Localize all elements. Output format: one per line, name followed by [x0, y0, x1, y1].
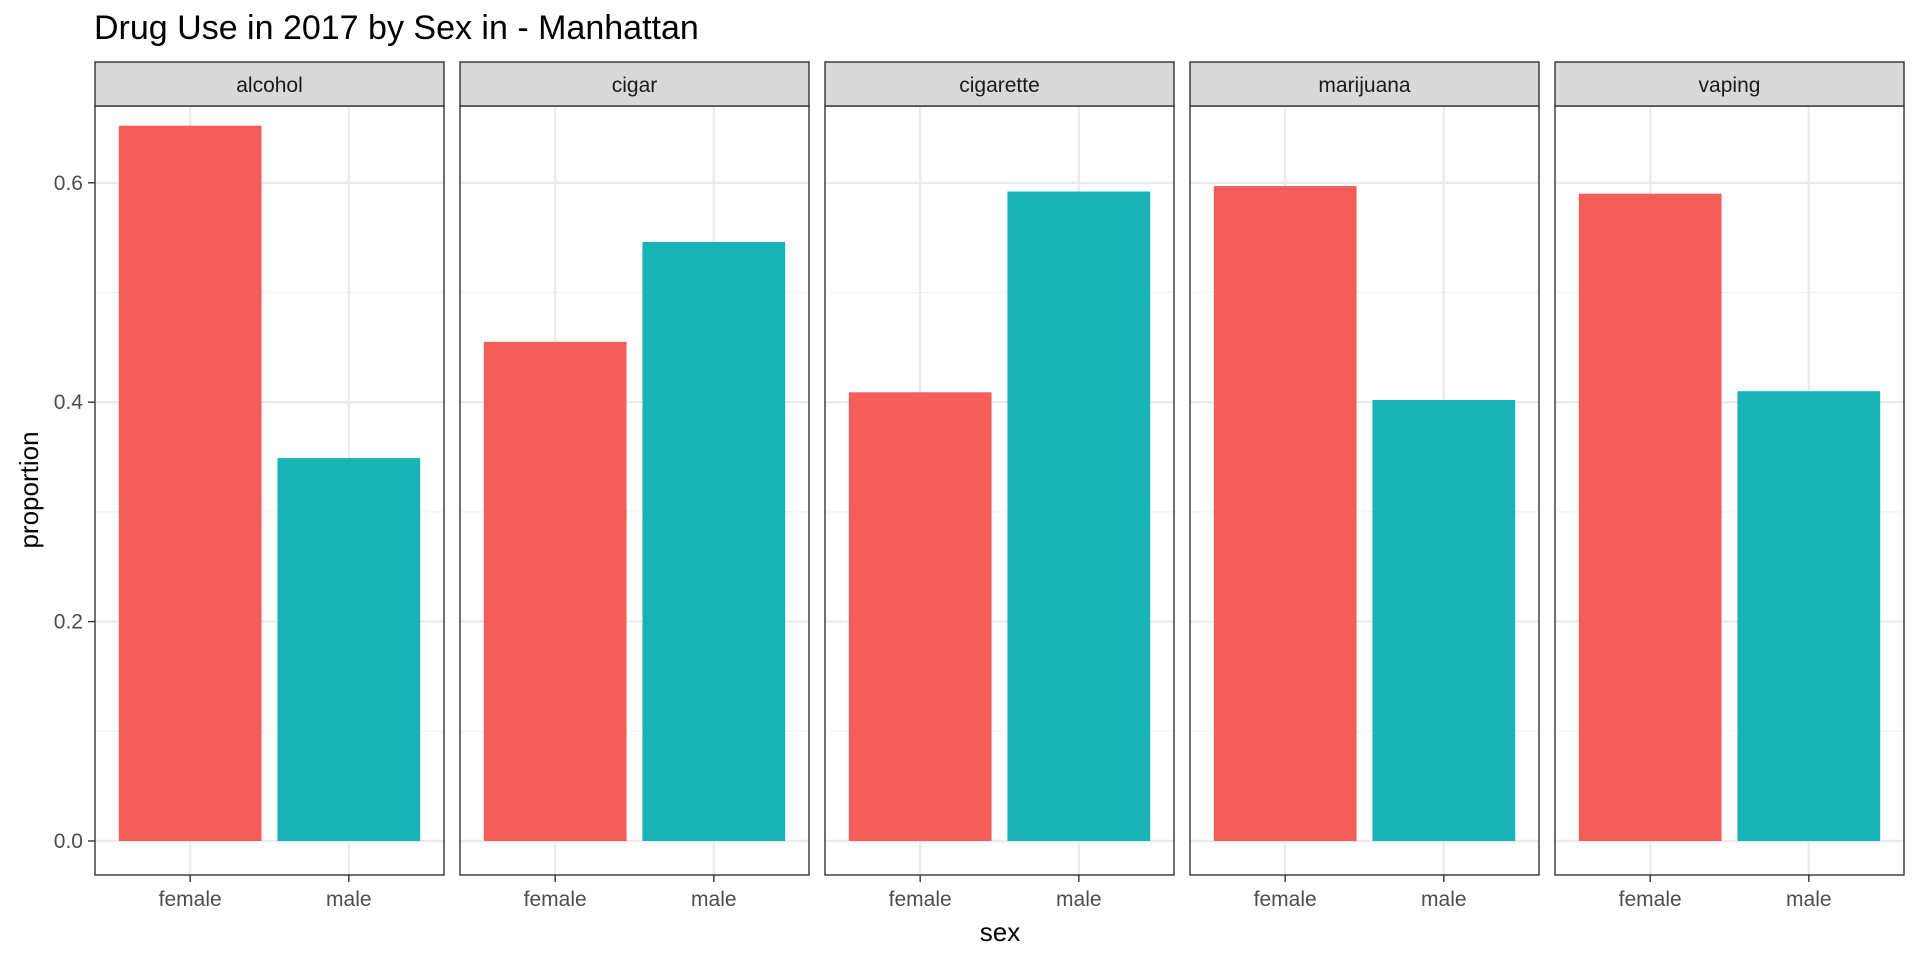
x-tick-label: male [691, 888, 737, 911]
bar-cigar-male [642, 242, 786, 842]
bar-cigarette-female [848, 392, 992, 841]
x-tick-label: male [1421, 888, 1467, 911]
y-tick-label: 0.0 [54, 830, 83, 853]
x-tick-label: male [326, 888, 372, 911]
x-tick-label: male [1786, 888, 1832, 911]
y-axis: 0.0 0.2 0.4 0.6 [54, 172, 95, 853]
facet-strip [1554, 61, 1905, 107]
y-tick-label: 0.4 [54, 391, 84, 414]
y-tick-label: 0.2 [54, 611, 83, 634]
facet-panel-cigarette: cigarette female male [824, 61, 1175, 911]
chart-title: Drug Use in 2017 by Sex in - Manhattan [94, 9, 699, 47]
facet-strip [459, 61, 810, 107]
bar-alcohol-male [277, 458, 421, 841]
x-axis-title: sex [980, 917, 1020, 947]
facet-strip-label: alcohol [236, 74, 303, 97]
bar-alcohol-female [118, 125, 262, 841]
bar-cigar-female [483, 341, 627, 841]
y-axis-title: proportion [14, 431, 44, 548]
bar-vaping-male [1737, 391, 1881, 841]
facet-panel-marijuana: marijuana female male [1189, 61, 1540, 911]
x-tick-label: female [889, 888, 952, 911]
facet-strip [1189, 61, 1540, 107]
facet-strip-label: cigarette [959, 74, 1040, 97]
facet-strip-label: cigar [612, 74, 658, 97]
bar-marijuana-male [1372, 399, 1516, 841]
x-tick-label: female [524, 888, 587, 911]
facet-panel-alcohol: alcohol female male [94, 61, 445, 911]
facet-strip [824, 61, 1175, 107]
x-tick-label: male [1056, 888, 1102, 911]
facet-panel-cigar: cigar female male [459, 61, 810, 911]
bar-cigarette-male [1007, 191, 1151, 841]
bar-marijuana-female [1213, 186, 1357, 841]
facet-panel-vaping: vaping female male [1554, 61, 1905, 911]
facet-strip [94, 61, 445, 107]
bar-vaping-female [1578, 193, 1722, 841]
facet-strip-label: marijuana [1318, 74, 1411, 97]
y-tick-label: 0.6 [54, 172, 83, 195]
x-tick-label: female [1619, 888, 1682, 911]
x-tick-label: female [1254, 888, 1317, 911]
facet-strip-label: vaping [1699, 74, 1761, 97]
x-tick-label: female [159, 888, 222, 911]
